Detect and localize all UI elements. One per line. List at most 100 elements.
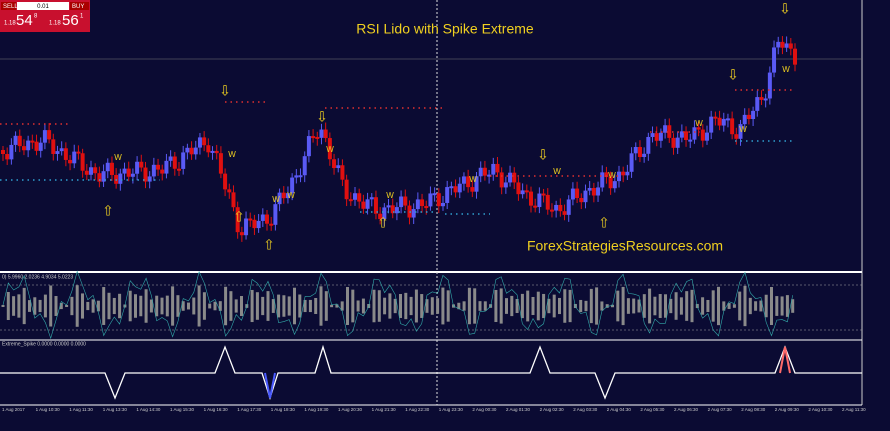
rsi-bar (91, 299, 95, 313)
rsi-line (2, 270, 793, 340)
rsi-bar (22, 287, 26, 325)
candle (135, 161, 140, 174)
candle (566, 199, 571, 215)
candle (218, 153, 223, 174)
candle (42, 130, 47, 143)
candle (93, 167, 98, 174)
candle (252, 219, 257, 229)
candle (541, 193, 546, 196)
rsi-bar (674, 292, 678, 320)
candle (147, 176, 152, 182)
rsi-bar (558, 297, 561, 315)
candle (524, 190, 529, 193)
sell-button[interactable] (1, 2, 16, 10)
candle (428, 193, 433, 207)
candle (478, 167, 483, 177)
rsi-bar (621, 286, 625, 326)
rsi-bar (430, 297, 434, 315)
candle (59, 148, 64, 152)
rsi-bar (505, 298, 508, 314)
rsi-bar (377, 290, 381, 322)
lot-value[interactable]: 0.01 (37, 4, 49, 10)
rsi-bar (510, 295, 514, 317)
rsi-bar (208, 303, 212, 309)
rsi-bar (340, 301, 344, 311)
time-label: 1 Aug 13:30 (103, 407, 128, 412)
candle (89, 167, 93, 175)
candle (776, 41, 781, 48)
candle (600, 172, 605, 188)
rsi-bar (446, 290, 450, 322)
candle (273, 204, 278, 225)
candle (554, 204, 559, 211)
candle (415, 199, 420, 210)
rsi-bar (770, 286, 773, 326)
candle (197, 137, 202, 148)
rsi-bar (187, 302, 190, 310)
candle (763, 98, 768, 101)
candle (684, 131, 689, 141)
signal-mark: W (326, 145, 334, 154)
buy-button[interactable] (70, 2, 89, 10)
candle (432, 193, 437, 196)
candle (420, 199, 425, 207)
candle (122, 168, 127, 174)
candle (130, 173, 135, 177)
candle (482, 167, 487, 176)
candle (516, 182, 521, 195)
rsi-bar (361, 298, 365, 314)
signal-mark: W (228, 150, 236, 159)
rsi-bar (17, 294, 21, 318)
candle (679, 131, 684, 138)
candle (633, 146, 638, 154)
rsi-bar (637, 299, 641, 313)
rsi-bar (642, 294, 646, 318)
candle (353, 193, 357, 200)
candle (239, 232, 244, 236)
candle (604, 172, 609, 178)
lot-box[interactable] (17, 2, 69, 10)
candle (466, 176, 471, 188)
candle (382, 207, 387, 220)
rsi-bar (717, 286, 720, 326)
candle (788, 43, 793, 49)
rsi-bar (12, 296, 16, 316)
time-label: 1 Aug 22:30 (405, 407, 430, 412)
rsi-bar (303, 299, 307, 313)
candle (650, 133, 655, 137)
rsi-bar (393, 298, 397, 314)
rsi-bar (6, 292, 10, 320)
rsi-bar (171, 286, 175, 326)
candle (302, 156, 307, 176)
candle (579, 197, 584, 203)
candle (495, 163, 500, 173)
time-label: 1 Aug 20:30 (338, 407, 363, 412)
signal-arrow: ⇩ (316, 109, 328, 125)
rsi-bar (785, 295, 789, 317)
rsi-bar (775, 296, 779, 316)
candle (177, 168, 181, 171)
time-label: 1 Aug 2017 (2, 407, 25, 412)
rsi-bar (616, 290, 620, 322)
rsi-bar (266, 291, 270, 321)
candle (323, 129, 328, 139)
rsi-bar (685, 291, 689, 321)
time-label: 2 Aug 07:30 (708, 407, 733, 412)
candle (311, 136, 316, 139)
candle (156, 164, 161, 170)
candle (520, 190, 525, 195)
rsi-bar (780, 296, 784, 316)
candle (570, 188, 575, 200)
time-label: 1 Aug 15:30 (170, 407, 195, 412)
candle (193, 147, 198, 155)
candle (549, 209, 554, 212)
candle (445, 187, 450, 203)
rsi-bar (526, 290, 530, 322)
candle (671, 137, 676, 148)
candle (667, 125, 672, 138)
rsi-bar (595, 287, 599, 325)
rsi-bar (414, 289, 418, 323)
rsi-bar (43, 294, 47, 318)
rsi-bar (388, 293, 392, 319)
rsi-bar (754, 301, 758, 311)
